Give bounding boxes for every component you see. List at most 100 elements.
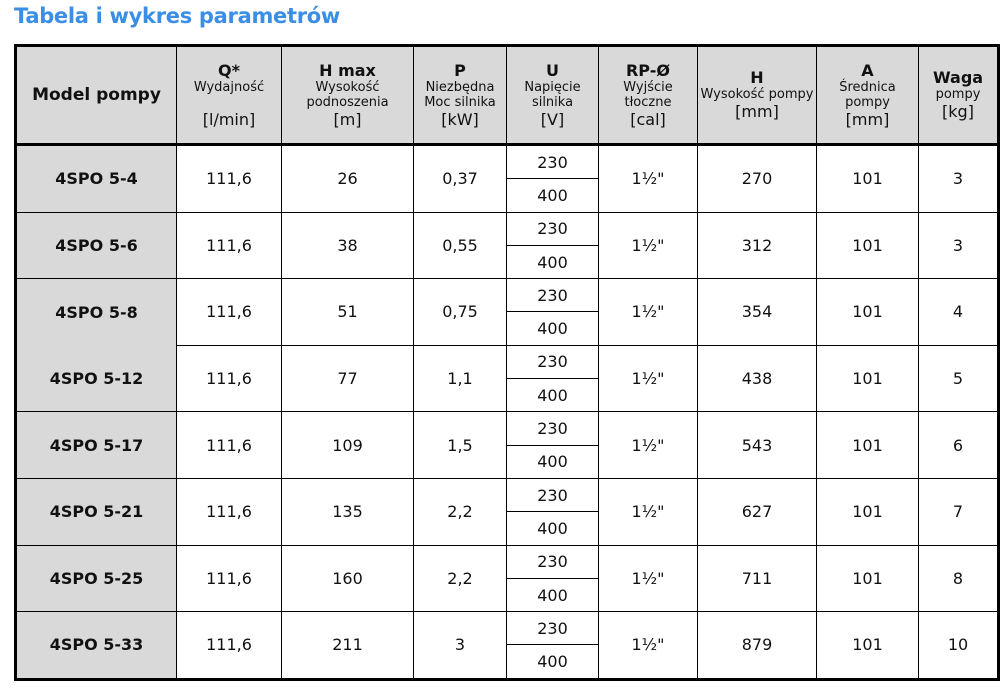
- column-header: RP-Ø Wyjście tłoczne [cal]: [598, 45, 698, 146]
- model-cell: 4SPO 5-25: [15, 544, 177, 613]
- waga-cell: 8: [918, 544, 999, 613]
- header-symbol: U: [546, 60, 559, 80]
- q-cell: 111,6: [176, 144, 282, 213]
- voltage-cell: 230: [506, 544, 599, 579]
- header-unit: [V]: [540, 109, 565, 129]
- table-row-sub: 400: [16, 577, 999, 613]
- hmax-cell: 38: [281, 211, 414, 280]
- table-row: 4SPO 5-33 111,6 211 3 230 1½" 879 101 10: [15, 611, 999, 680]
- header-unit: [m]: [333, 109, 362, 129]
- column-header: Model pompy: [15, 45, 177, 146]
- header-symbol: A: [861, 60, 874, 80]
- column-header: H max Wysokość podnoszenia [m]: [281, 45, 414, 146]
- hmax-cell: 160: [281, 544, 414, 613]
- model-cell: 4SPO 5-12: [15, 345, 177, 413]
- p-cell: 2,2: [413, 544, 507, 613]
- header-unit: [mm]: [845, 109, 890, 129]
- waga-cell: 4: [918, 278, 999, 346]
- hmax-cell: 26: [281, 144, 414, 213]
- table-row: 4SPO 5-21 111,6 135 2,2 230 1½" 627 101 7: [15, 477, 999, 546]
- header-symbol: RP-Ø: [625, 60, 670, 80]
- voltage-cell: 230: [506, 211, 599, 246]
- rp-cell: 1½": [598, 611, 698, 680]
- waga-cell: 10: [918, 611, 999, 680]
- table-row: 4SPO 5-25 111,6 160 2,2 230 1½" 711 101 8: [15, 544, 999, 613]
- voltage-cell: 400: [506, 644, 599, 680]
- table-row-sub: 400: [16, 378, 999, 413]
- model-cell: 4SPO 5-17: [15, 411, 177, 479]
- table-row-sub: 400: [16, 644, 999, 680]
- column-header: Q* Wydajność [l/min]: [176, 45, 282, 146]
- header-description: Napięcie silnika: [524, 79, 581, 110]
- column-header: U Napięcie silnika [V]: [506, 45, 599, 146]
- header-description: Wysokość podnoszenia: [306, 79, 389, 110]
- a-cell: 101: [816, 211, 919, 280]
- table-row: 4SPO 5-4 111,6 26 0,37 230 1½" 270 101 3: [15, 143, 999, 213]
- rp-cell: 1½": [598, 144, 698, 213]
- a-cell: 101: [816, 278, 919, 346]
- header-description: Niezbędna Moc silnika: [424, 79, 496, 110]
- voltage-cell: 400: [506, 311, 599, 346]
- header-description: pompy: [935, 87, 981, 102]
- h-cell: 270: [697, 144, 817, 213]
- rp-cell: 1½": [598, 344, 698, 413]
- waga-cell: 6: [918, 411, 999, 479]
- hmax-cell: 51: [281, 278, 414, 346]
- voltage-cell: 400: [506, 444, 599, 479]
- h-cell: 879: [697, 611, 817, 680]
- hmax-cell: 211: [281, 611, 414, 680]
- p-cell: 0,55: [413, 211, 507, 280]
- page-title: Tabela i wykres parametrów: [14, 4, 340, 28]
- column-header: A Średnica pompy [mm]: [816, 45, 919, 146]
- parameters-table: Model pompy Q* Wydajność [l/min] H max Wysoko…: [14, 44, 1000, 681]
- header-symbol: Waga: [932, 68, 984, 87]
- header-symbol: Q*: [218, 60, 240, 80]
- header-description: Wysokość pompy: [700, 87, 814, 102]
- waga-cell: 3: [918, 211, 999, 280]
- h-cell: 312: [697, 211, 817, 280]
- q-cell: 111,6: [176, 344, 282, 413]
- q-cell: 111,6: [176, 411, 282, 479]
- header-description: Wydajność: [193, 79, 265, 95]
- voltage-cell: 400: [506, 244, 599, 280]
- p-cell: 0,75: [413, 278, 507, 346]
- header-symbol: H: [750, 68, 764, 87]
- voltage-cell: 230: [506, 611, 599, 646]
- a-cell: 101: [816, 411, 919, 479]
- a-cell: 101: [816, 477, 919, 546]
- waga-cell: 7: [918, 477, 999, 546]
- rp-cell: 1½": [598, 211, 698, 280]
- p-cell: 3: [413, 611, 507, 680]
- header-unit: [l/min]: [202, 109, 256, 129]
- voltage-cell: 400: [506, 178, 599, 213]
- a-cell: 101: [816, 144, 919, 213]
- model-cell: 4SPO 5-4: [15, 144, 177, 213]
- header-unit: [cal]: [630, 109, 666, 129]
- rp-cell: 1½": [598, 278, 698, 346]
- hmax-cell: 109: [281, 411, 414, 479]
- header-description: Średnica pompy: [839, 79, 896, 110]
- table-row-sub: 400: [16, 444, 999, 479]
- column-header: P Niezbędna Moc silnika [kW]: [413, 45, 507, 146]
- header-unit: [kW]: [441, 109, 479, 129]
- h-cell: 438: [697, 344, 817, 413]
- model-cell: 4SPO 5-21: [15, 477, 177, 546]
- q-cell: 111,6: [176, 211, 282, 280]
- model-cell: 4SPO 5-33: [15, 611, 177, 680]
- p-cell: 1,5: [413, 411, 507, 479]
- header-unit: [mm]: [735, 102, 779, 121]
- q-cell: 111,6: [176, 477, 282, 546]
- table-row-sub: 400: [16, 511, 999, 546]
- p-cell: 0,37: [413, 144, 507, 213]
- table-row-sub: 400: [16, 244, 999, 280]
- h-cell: 627: [697, 477, 817, 546]
- header-unit: [kg]: [942, 102, 974, 121]
- h-cell: 543: [697, 411, 817, 479]
- voltage-cell: 230: [506, 411, 599, 446]
- p-cell: 2,2: [413, 477, 507, 546]
- a-cell: 101: [816, 344, 919, 413]
- voltage-cell: 230: [506, 477, 599, 513]
- waga-cell: 5: [918, 344, 999, 413]
- hmax-cell: 135: [281, 477, 414, 546]
- hmax-cell: 77: [281, 344, 414, 413]
